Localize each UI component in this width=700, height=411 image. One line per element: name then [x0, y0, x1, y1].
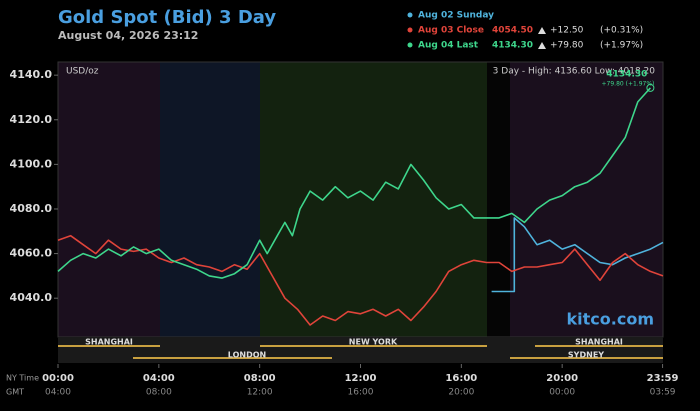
brand: kitco.com: [567, 310, 654, 329]
legend-change-pct: (+1.97%): [600, 41, 643, 51]
y-tick-label: 4140.0: [10, 68, 53, 81]
x-row-label: NY Time: [6, 374, 39, 383]
x-tick-label: 12:00: [345, 373, 377, 384]
x-tick-label: 00:00: [42, 373, 74, 384]
unit-label: USD/oz: [66, 67, 99, 77]
gmt-tick-label: 03:59: [650, 388, 676, 398]
y-tick-label: 4100.0: [10, 157, 53, 170]
session-label: SHANGHAI: [575, 338, 623, 347]
legend-label: Aug 04 Last: [418, 41, 479, 51]
x-tick-label: 23:59: [647, 373, 679, 384]
chart-subtitle: August 04, 2026 23:12: [58, 29, 198, 42]
series-line: [57, 87, 651, 279]
session-label: SYDNEY: [568, 351, 604, 360]
legend-last: 4054.50: [492, 26, 533, 36]
y-tick-label: 4060.0: [10, 247, 53, 260]
series-line: [57, 234, 664, 326]
gmt-tick-label: 04:00: [45, 388, 71, 398]
gmt-tick-label: 16:00: [348, 388, 374, 398]
end-label: 4134.30: [606, 69, 647, 79]
legend-change: +79.80: [550, 41, 584, 51]
up-arrow: [538, 42, 546, 49]
end-change-label: +79.80 (+1.97%): [602, 80, 655, 87]
up-arrow: [538, 27, 546, 34]
legend-label: Aug 03 Close: [418, 26, 484, 36]
x-row-label: GMT: [6, 388, 24, 397]
session-shade: [58, 62, 160, 337]
x-tick-label: 16:00: [445, 373, 477, 384]
gmt-tick-label: 20:00: [448, 388, 474, 398]
session-shade: [487, 62, 510, 337]
legend-last: 4134.30: [492, 41, 533, 51]
series-line: [491, 217, 664, 293]
gmt-tick-label: 00:00: [549, 388, 575, 398]
legend-label: Aug 02 Sunday: [418, 11, 494, 21]
y-tick-label: 4040.0: [10, 291, 53, 304]
legend-swatch: [407, 42, 413, 48]
session-label: NEW YORK: [349, 338, 398, 347]
legend-swatch: [407, 27, 413, 33]
chart-title: Gold Spot (Bid) 3 Day: [58, 7, 276, 28]
session-shade: [510, 62, 663, 337]
end-marker: [646, 83, 655, 92]
gmt-tick-label: 08:00: [146, 388, 172, 398]
session-label: SHANGHAI: [85, 338, 133, 347]
x-tick-label: 08:00: [244, 373, 276, 384]
y-tick-label: 4080.0: [10, 202, 53, 215]
x-tick-label: 04:00: [143, 373, 175, 384]
legend-change-pct: (+0.31%): [600, 26, 643, 36]
legend-swatch: [407, 12, 413, 18]
x-tick-label: 20:00: [546, 373, 578, 384]
y-tick-label: 4120.0: [10, 113, 53, 126]
session-shade: [160, 62, 260, 337]
legend-change: +12.50: [550, 26, 584, 36]
gmt-tick-label: 12:00: [247, 388, 273, 398]
range-note: 3 Day - High: 4136.60 Low: 4018.20: [493, 67, 656, 77]
session-label: LONDON: [228, 351, 266, 360]
